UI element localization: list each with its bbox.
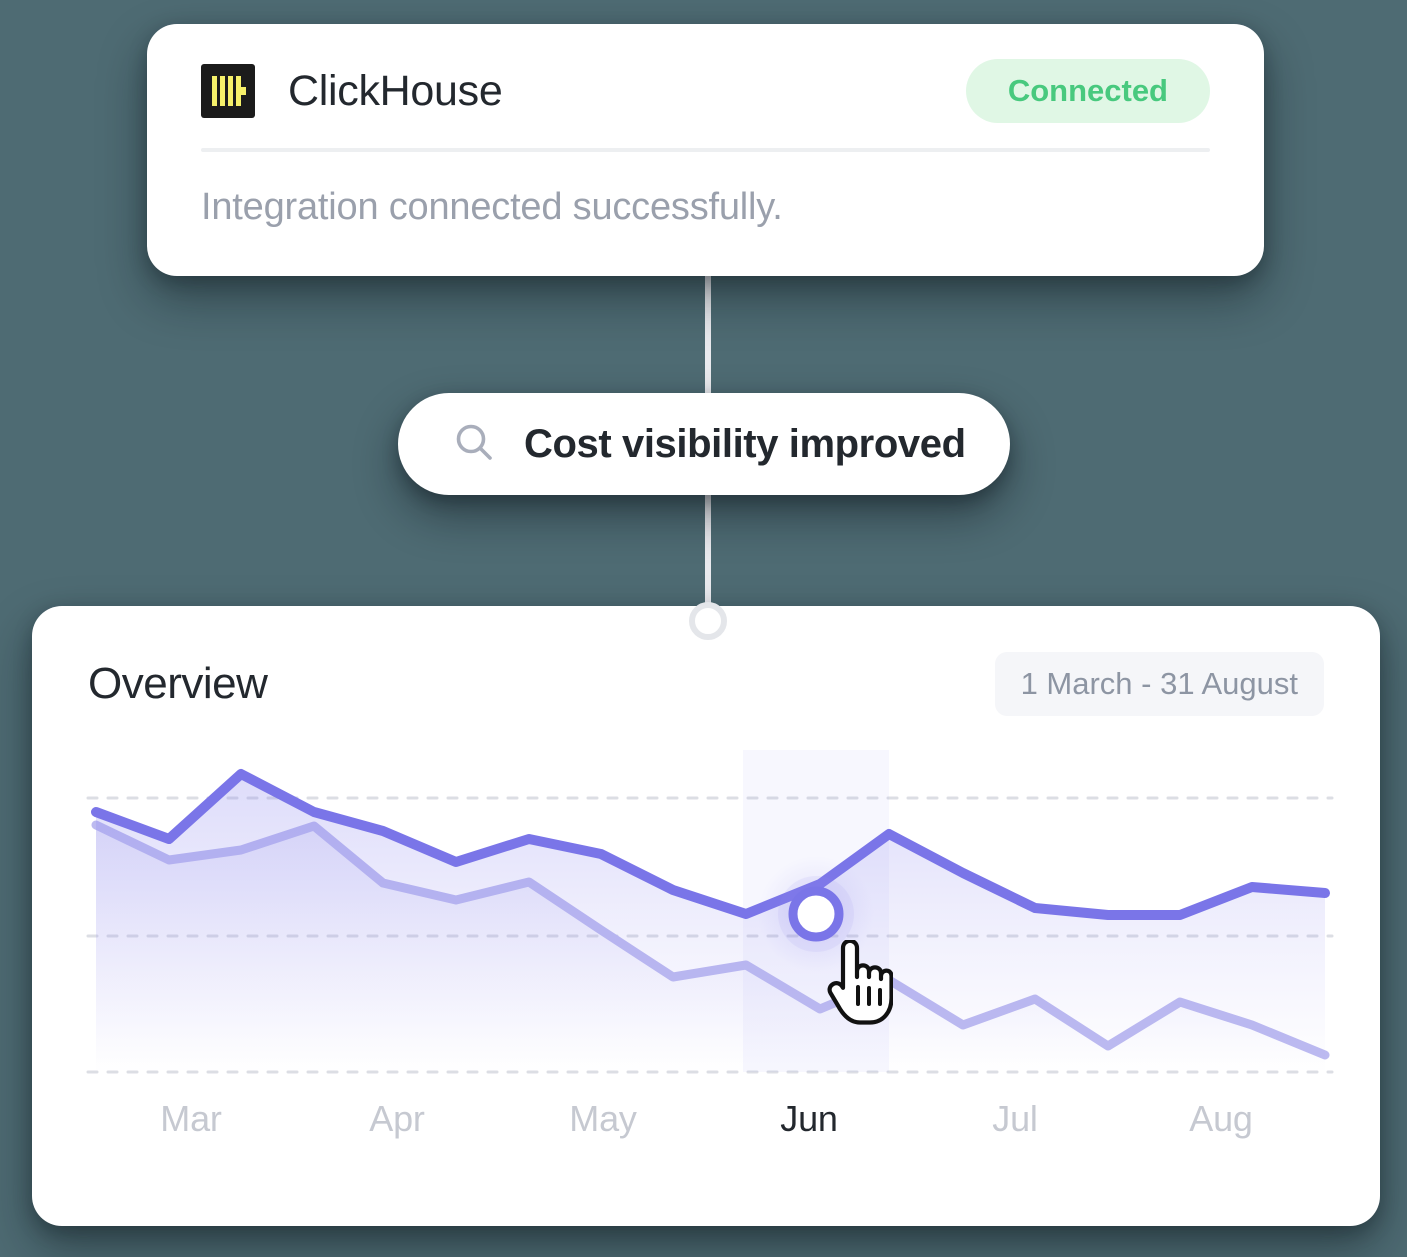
month-label-aug[interactable]: Aug bbox=[1189, 1098, 1253, 1139]
date-range-chip[interactable]: 1 March - 31 August bbox=[994, 652, 1324, 716]
overview-chart[interactable] bbox=[32, 750, 1380, 1090]
hover-marker bbox=[758, 856, 874, 972]
integration-card: ClickHouse Connected Integration connect… bbox=[147, 24, 1264, 276]
overview-card: Overview 1 March - 31 August bbox=[32, 606, 1380, 1226]
page-title: Overview bbox=[88, 659, 268, 708]
month-label-may[interactable]: May bbox=[569, 1098, 637, 1139]
search-pill-label: Cost visibility improved bbox=[524, 421, 966, 466]
month-label-jun[interactable]: Jun bbox=[780, 1098, 838, 1139]
overview-card-header: Overview 1 March - 31 August bbox=[32, 606, 1380, 716]
search-icon bbox=[452, 420, 496, 469]
clickhouse-logo-icon bbox=[201, 64, 255, 118]
connector-node-dot bbox=[689, 602, 727, 640]
chart-area-primary bbox=[96, 774, 1325, 1072]
chart-line-primary bbox=[91, 769, 1330, 920]
integration-message: Integration connected successfully. bbox=[201, 186, 783, 228]
status-badge: Connected bbox=[965, 59, 1210, 123]
integration-card-header: ClickHouse Connected bbox=[147, 24, 1264, 124]
month-label-jul[interactable]: Jul bbox=[992, 1098, 1038, 1139]
divider bbox=[201, 148, 1210, 152]
chart-x-axis: Mar Apr May Jun Jul Aug bbox=[32, 1098, 1380, 1140]
search-pill-button[interactable]: Cost visibility improved bbox=[398, 393, 1010, 495]
month-label-mar[interactable]: Mar bbox=[160, 1098, 222, 1139]
integration-title: ClickHouse bbox=[288, 66, 503, 115]
month-label-apr[interactable]: Apr bbox=[369, 1098, 425, 1139]
